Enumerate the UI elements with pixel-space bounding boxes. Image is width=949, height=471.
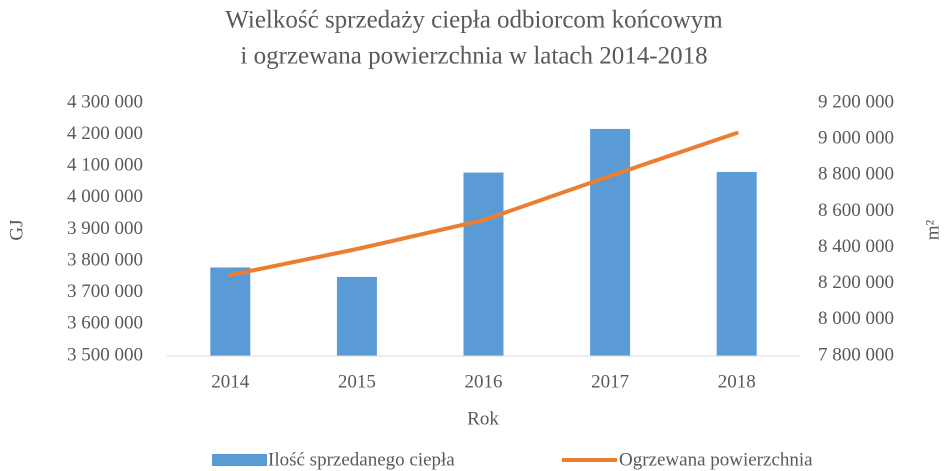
legend-label: Ilość sprzedanego ciepła	[268, 449, 455, 470]
y2-tick-label: 8 600 000	[818, 200, 894, 221]
x-tick-label: 2017	[591, 371, 629, 392]
y-tick-label: 4 000 000	[67, 186, 143, 207]
chart-title: Wielkość sprzedaży ciepła odbiorcom końc…	[225, 7, 723, 34]
bar	[336, 276, 377, 356]
x-tick-label: 2014	[211, 371, 250, 392]
y2-tick-label: 8 400 000	[818, 236, 894, 257]
x-axis-title: Rok	[467, 408, 499, 429]
x-tick-label: 2018	[718, 371, 756, 392]
chart-title: i ogrzewana powierzchnia w latach 2014-2…	[240, 43, 707, 70]
y2-tick-label: 9 200 000	[818, 91, 894, 112]
y2-tick-label: 7 800 000	[818, 344, 894, 365]
y-tick-label: 3 600 000	[67, 313, 143, 334]
y-axis-title: GJ	[6, 219, 27, 240]
legend-swatch	[212, 454, 267, 466]
x-tick-label: 2015	[338, 371, 376, 392]
y2-tick-label: 8 800 000	[818, 164, 894, 185]
y2-tick-label: 8 000 000	[818, 308, 894, 329]
y-tick-label: 4 200 000	[67, 123, 143, 144]
y-tick-label: 3 900 000	[67, 218, 143, 239]
y-tick-label: 3 700 000	[67, 281, 143, 302]
y-tick-label: 3 500 000	[67, 344, 143, 365]
legend-label: Ogrzewana powierzchnia	[619, 449, 813, 470]
line-series	[228, 130, 739, 278]
y-tick-label: 4 100 000	[67, 155, 143, 176]
bar	[590, 128, 631, 356]
y-tick-label: 3 800 000	[67, 249, 143, 270]
y2-tick-label: 9 000 000	[818, 128, 894, 149]
bar	[210, 267, 251, 356]
bar	[463, 172, 504, 356]
x-tick-label: 2016	[465, 371, 503, 392]
y-tick-label: 4 300 000	[67, 91, 143, 112]
bar	[716, 171, 757, 356]
y2-tick-label: 8 200 000	[818, 272, 894, 293]
y2-axis-title: m²	[922, 219, 943, 240]
